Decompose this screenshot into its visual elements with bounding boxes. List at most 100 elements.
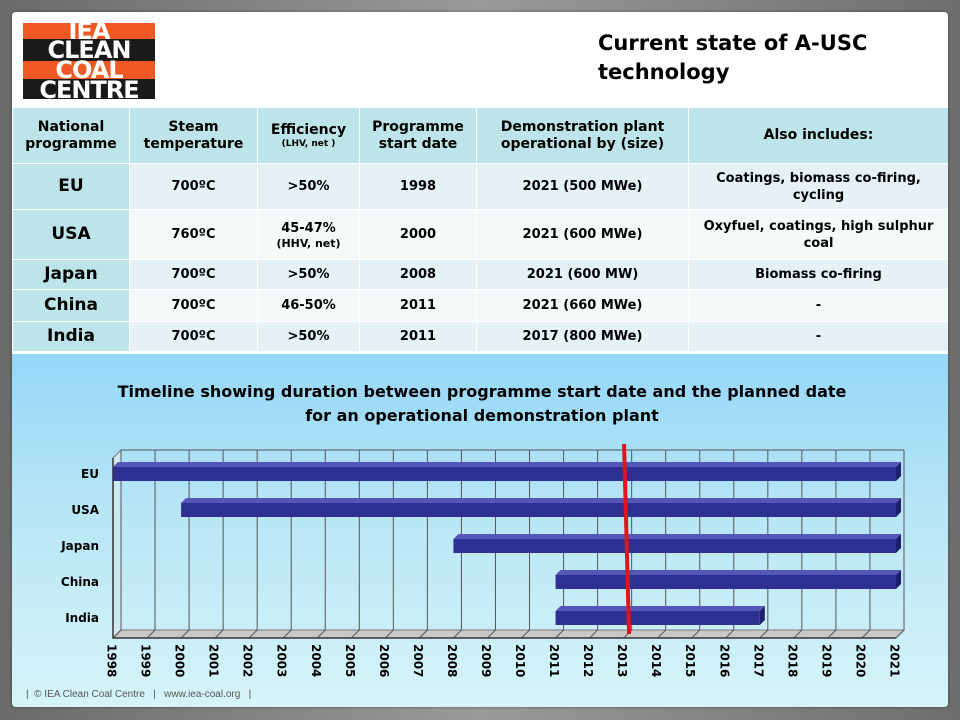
row-country: China bbox=[12, 289, 130, 322]
x-tick-label: 2016 bbox=[717, 644, 731, 677]
x-tick-label: 2014 bbox=[649, 644, 663, 677]
x-tick-label: 2000 bbox=[173, 644, 187, 677]
gridline-floor bbox=[146, 629, 156, 639]
timeline-panel: Timeline showing duration between progra… bbox=[12, 354, 948, 707]
gridline-floor bbox=[282, 629, 292, 639]
bar-china bbox=[555, 575, 896, 589]
gridline-floor bbox=[555, 629, 564, 639]
gridline-floor bbox=[725, 629, 735, 639]
row-temp: 700ºC bbox=[129, 321, 258, 352]
table-row: EU 700ºC >50% 1998 2021 (500 MWe) Coatin… bbox=[12, 163, 948, 210]
x-tick-label: 2009 bbox=[479, 644, 493, 677]
header-national-programme: National programme bbox=[12, 107, 130, 164]
y-category-label: China bbox=[61, 575, 99, 589]
slide-title-line-2: technology bbox=[598, 60, 730, 84]
row-demo: 2021 (600 MWe) bbox=[476, 209, 689, 260]
row-also: Biomass co-firing bbox=[688, 259, 948, 290]
table-row: Japan 700ºC >50% 2008 2021 (600 MW) Biom… bbox=[12, 259, 948, 290]
row-eff: 45-47% (HHV, net) bbox=[257, 209, 360, 260]
gridline-floor bbox=[180, 629, 190, 639]
x-tick-label: 2008 bbox=[445, 644, 459, 677]
bar-end bbox=[896, 534, 901, 553]
header-efficiency-sub: (LHV, net ) bbox=[281, 138, 336, 149]
table-row: China 700ºC 46-50% 2011 2021 (660 MWe) - bbox=[12, 289, 948, 322]
y-category-label: EU bbox=[81, 467, 99, 481]
gridline-floor bbox=[521, 629, 530, 639]
x-tick-label: 2018 bbox=[785, 644, 799, 677]
bar-end bbox=[759, 606, 765, 625]
header-steam-temperature: Steam temperature bbox=[129, 107, 258, 164]
x-tick-label: 2003 bbox=[275, 644, 289, 677]
row-start: 1998 bbox=[359, 163, 477, 210]
gridline-floor bbox=[350, 629, 360, 639]
logo-line-1: IEA bbox=[68, 23, 111, 45]
header-also-includes: Also includes: bbox=[688, 107, 948, 164]
x-tick-label: 2006 bbox=[377, 644, 391, 677]
header-efficiency: Efficiency (LHV, net ) bbox=[257, 107, 360, 164]
x-tick-label: 2007 bbox=[411, 644, 425, 677]
slide-title-line-1: Current state of A-USC bbox=[598, 31, 868, 55]
row-country: India bbox=[12, 321, 130, 352]
row-demo: 2021 (600 MW) bbox=[476, 259, 689, 290]
bar-top bbox=[181, 498, 901, 503]
current-year-marker bbox=[622, 443, 632, 635]
x-tick-label: 2004 bbox=[309, 644, 323, 677]
x-tick-label: 2002 bbox=[241, 644, 255, 677]
gridline-floor bbox=[248, 629, 258, 639]
gridline-floor bbox=[657, 629, 667, 639]
bar-japan bbox=[453, 539, 896, 553]
slide: IEA CLEAN COAL CENTRE Current state of A… bbox=[12, 12, 948, 707]
logo-line-4: CENTRE bbox=[23, 78, 155, 99]
row-country: Japan bbox=[12, 259, 130, 290]
logo-line-3: COAL bbox=[55, 56, 123, 84]
header-programme-start-date: Programme start date bbox=[359, 107, 477, 164]
x-tick-label: 2005 bbox=[343, 644, 357, 677]
row-also: - bbox=[688, 289, 948, 322]
gridline-floor bbox=[793, 629, 803, 639]
gridline-floor bbox=[316, 629, 326, 639]
x-tick-label: 2017 bbox=[751, 644, 765, 677]
gridline-floor bbox=[453, 629, 462, 639]
x-tick-label: 2010 bbox=[513, 644, 527, 677]
bar-end bbox=[896, 570, 901, 589]
bar-top bbox=[113, 462, 901, 467]
timeline-chart: 1998 1999 2000 2001 2002 2003 2004 2005 2006 2007… bbox=[60, 443, 906, 677]
plot-floor bbox=[111, 629, 906, 639]
row-eff: 46-50% bbox=[257, 289, 360, 322]
x-tick-label: 1999 bbox=[139, 644, 153, 677]
row-demo: 2021 (660 MWe) bbox=[476, 289, 689, 322]
y-category-label: Japan bbox=[60, 539, 99, 553]
bar-eu bbox=[113, 467, 896, 481]
bar-india bbox=[555, 611, 760, 625]
row-also: Coatings, biomass co-firing, cycling bbox=[688, 163, 948, 210]
row-eff: >50% bbox=[257, 259, 360, 290]
footer-text: | © IEA Clean Coal Centre | www.iea-coal… bbox=[26, 689, 252, 700]
gridline-floor bbox=[895, 629, 905, 639]
row-temp: 760ºC bbox=[129, 209, 258, 260]
y-category-label: India bbox=[65, 611, 99, 625]
chart-title: Timeline showing duration between progra… bbox=[117, 382, 847, 425]
header-demonstration-plant: Demonstration plant operational by (size… bbox=[476, 107, 689, 164]
gridline-floor bbox=[384, 629, 394, 639]
table-row: USA 760ºC 45-47% (HHV, net) 2000 2021 (60… bbox=[12, 209, 948, 260]
x-tick-label: 2021 bbox=[888, 644, 902, 677]
row-start: 2011 bbox=[359, 289, 477, 322]
row-start: 2011 bbox=[359, 321, 477, 352]
bar-end bbox=[896, 462, 901, 481]
gridline-floor bbox=[691, 629, 701, 639]
gridline-floor bbox=[419, 629, 428, 639]
table-row: India 700ºC >50% 2011 2017 (800 MWe) - bbox=[12, 321, 948, 352]
gridline-floor bbox=[827, 629, 837, 639]
bar-top bbox=[453, 534, 901, 539]
x-tick-label: 2001 bbox=[207, 644, 221, 677]
header: IEA CLEAN COAL CENTRE Current state of A… bbox=[12, 12, 948, 108]
table-header-row: National programme Steam temperature Eff… bbox=[12, 107, 948, 164]
row-also: Oxyfuel, coatings, high sulphur coal bbox=[688, 209, 948, 260]
logo-line-2: CLEAN bbox=[23, 38, 155, 62]
x-tick-label: 2012 bbox=[581, 644, 595, 677]
x-tick-label: 2013 bbox=[615, 644, 629, 677]
iea-clean-coal-centre-logo: IEA CLEAN COAL CENTRE bbox=[23, 23, 155, 99]
gridline-floor bbox=[487, 629, 496, 639]
row-temp: 700ºC bbox=[129, 163, 258, 210]
gridline-floor bbox=[214, 629, 224, 639]
